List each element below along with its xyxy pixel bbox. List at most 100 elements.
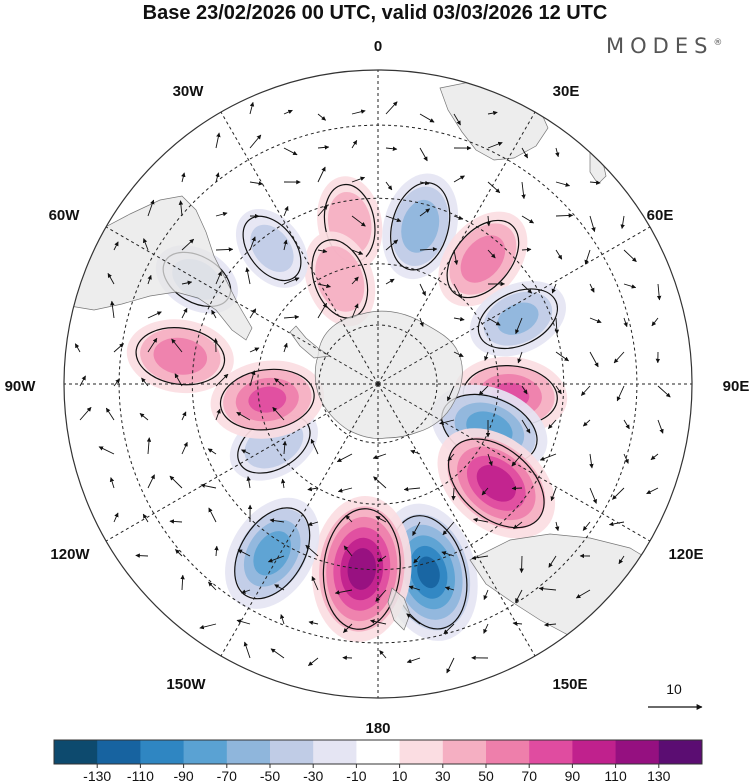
colorbar-tick-label: -50 [260,768,280,783]
lon-label-60e: 60E [647,207,674,224]
brand-registered-mark: ® [713,38,723,48]
wind-arrow [208,581,217,591]
streamline-loop [477,288,558,350]
wind-arrow [589,215,596,233]
wind-arrow [215,408,221,421]
wind-arrow [113,343,124,353]
wind-arrow [589,487,597,504]
wind-arrow [215,172,220,183]
wind-arrow [618,555,625,565]
wind-arrow [385,101,398,115]
wind-arrow [310,438,319,455]
wind-arrow [317,166,326,183]
wind-arrow [105,407,115,421]
streamline-loop [135,327,226,386]
wind-arrow [351,140,358,149]
wind-arrow [351,215,366,227]
wind-arrow [419,208,431,217]
colorbar-swatch [486,740,530,764]
colorbar-swatch [572,740,617,764]
wind-arrow [343,623,353,633]
wind-arrow [419,246,438,252]
wind-arrow [274,584,285,591]
streamline-loop [322,508,401,630]
colorbar-tick-label: -10 [346,768,366,783]
wind-arrow [215,247,234,252]
wind-arrow [171,338,183,353]
anomaly-contour [253,531,292,576]
modes-logo: MODES® [606,34,722,58]
wind-arrow [413,555,421,564]
wind-arrow [236,411,251,421]
wind-arrow [113,378,120,387]
wind-arrow [481,487,489,496]
wind-arrow [623,249,637,263]
wind-arrow [419,113,435,123]
wind-arrow [582,521,591,531]
wind-arrow [142,238,149,251]
wind-arrow [453,113,461,126]
wind-arrow [521,283,533,294]
streamline-loop [446,219,520,299]
wind-arrow [280,478,286,489]
wind-arrow [657,419,664,434]
wind-arrow [512,621,523,626]
wind-arrow [141,377,149,387]
wind-arrow [555,385,562,395]
wind-arrow [473,517,489,523]
wind-arrow [375,516,387,523]
wind-arrow [487,249,496,259]
wind-arrow [351,303,359,319]
colorbar-swatch [54,740,98,764]
wind-arrow [79,375,86,387]
antarctica [314,310,463,439]
lon-label-120w: 120W [50,546,90,563]
wind-arrow [175,549,183,557]
colorbar-tick-label: 10 [392,768,408,783]
wind-arrow [181,280,193,286]
wind-arrow [147,311,162,319]
lon-label-150e: 150E [552,676,587,693]
wind-arrow [582,419,591,427]
wind-arrow [451,487,456,501]
wind-arrow [442,521,455,536]
wind-arrow [110,300,115,319]
wind-arrow [439,419,455,425]
wind-arrow [336,453,353,463]
wind-arrow [311,576,319,591]
wind-arrow [282,440,287,455]
wind-arrow [270,648,285,659]
wind-arrow [345,515,353,523]
meridian-line [220,111,379,385]
wind-arrow [249,236,256,251]
wind-arrow [487,141,503,149]
lon-label-30e: 30E [553,83,580,100]
wind-arrow [443,623,455,635]
vector-key-label: 10 [666,681,682,697]
wind-arrow [419,317,424,327]
wind-arrow [181,441,188,455]
wind-arrow [650,453,659,461]
lon-label-60w: 60W [49,207,81,224]
wind-arrow [412,521,421,536]
wind-arrow [471,555,489,561]
wind-arrow [246,476,251,489]
wind-arrow [79,406,92,421]
wind-arrow [74,343,81,353]
wind-arrow [379,650,387,659]
lon-label-120e: 120E [668,546,703,563]
streamline-loop [219,368,315,431]
wind-arrow [385,215,402,223]
wind-arrow [406,657,421,664]
wind-arrow [554,317,560,335]
colorbar: -130 -110 -90 -70 -50 -30 -10 10 30 50 70 90 110 130 [53,739,703,783]
wind-arrow [406,613,421,625]
wind-arrow [351,276,359,285]
wind-arrow [444,586,455,591]
map-frame [63,69,693,699]
colorbar-swatch [399,740,444,764]
wind-arrow [616,385,625,402]
wind-arrow [419,147,428,162]
wind-arrow [410,449,421,455]
colorbar-swatch [529,740,573,764]
